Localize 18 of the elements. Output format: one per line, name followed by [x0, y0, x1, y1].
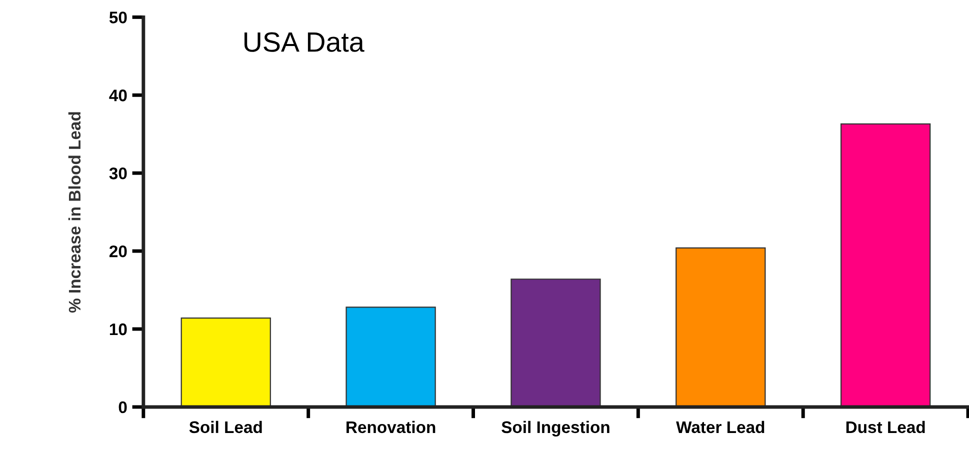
x-tick-label: Water Lead — [676, 420, 764, 434]
x-tick-label: Renovation — [346, 420, 436, 434]
y-tick-label: 30 — [109, 168, 127, 180]
y-tick-label: 40 — [109, 90, 127, 102]
y-tick-label: 10 — [110, 323, 127, 336]
bar — [676, 247, 766, 407]
bar — [346, 306, 436, 407]
x-tick-label: Dust Lead — [846, 420, 925, 434]
y-tick-label: 0 — [118, 401, 127, 414]
x-tick-label: Soil Lead — [189, 420, 262, 434]
chart-title: USA Data — [244, 32, 364, 52]
bar — [510, 278, 601, 407]
bar — [180, 318, 271, 407]
bar — [840, 123, 931, 407]
y-tick-label: 20 — [109, 245, 127, 258]
y-tick-label: 50 — [109, 12, 127, 24]
y-axis-title: % Increase in Blood Lead — [68, 112, 81, 313]
x-tick-label: Soil Ingestion — [502, 420, 610, 436]
